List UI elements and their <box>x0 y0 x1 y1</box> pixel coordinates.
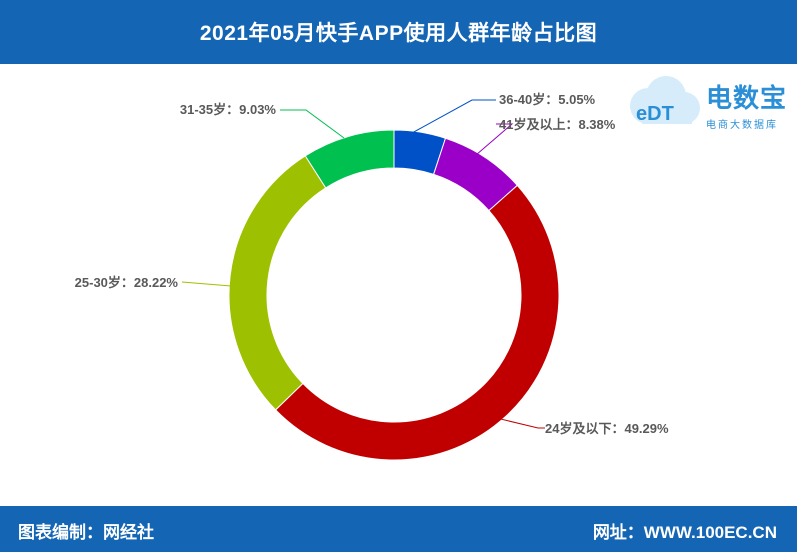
logo-name: 电数宝 <box>706 83 788 113</box>
leader-line-36-40 <box>411 99 496 134</box>
leader-line-24-below <box>487 415 545 429</box>
data-label-36-40: 36-40岁：5.05% <box>499 92 596 107</box>
data-label-31-35: 31-35岁：9.03% <box>180 102 277 117</box>
donut-chart: 24岁及以下：49.29% 25-30岁：28.22% 31-35岁：9.03% 36… <box>0 64 797 506</box>
donut-chart-svg: 24岁及以下：49.29% 25-30岁：28.22% 31-35岁：9.03% 36… <box>75 92 669 461</box>
logo-subtitle: 电商大数据库 <box>706 120 778 131</box>
brand-logo: eDT 电数宝 电商大数据库 <box>620 68 792 138</box>
slice-24-below <box>274 184 560 461</box>
data-label-41-above: 41岁及以上：8.38% <box>499 117 616 132</box>
slice-31-35 <box>304 129 395 189</box>
logo-mark: eDT <box>636 103 674 125</box>
leader-line-25-30 <box>181 281 232 287</box>
slice-25-30 <box>228 155 327 411</box>
footer-bar: 图表编制：网经社 网址：WWW.100EC.CN <box>0 506 797 552</box>
leader-line-41-above <box>475 123 514 156</box>
cloud-logo-icon: eDT <box>630 76 700 125</box>
footer-source: 图表编制：网经社 <box>18 523 154 542</box>
leader-line-31-35 <box>280 109 345 139</box>
chart-title: 2021年05月快手APP使用人群年龄占比图 <box>199 22 598 45</box>
data-label-25-30: 25-30岁：28.22% <box>75 275 179 290</box>
footer-website: 网址：WWW.100EC.CN <box>592 523 777 542</box>
data-label-24-below: 24岁及以下：49.29% <box>545 421 669 436</box>
header-bar: 2021年05月快手APP使用人群年龄占比图 <box>0 0 797 64</box>
